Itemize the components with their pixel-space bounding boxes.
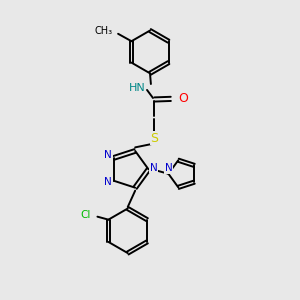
Text: O: O <box>178 92 188 105</box>
Text: N: N <box>165 164 172 173</box>
Text: N: N <box>104 150 112 160</box>
Text: Cl: Cl <box>80 210 91 220</box>
Text: N: N <box>104 177 112 187</box>
Text: HN: HN <box>129 82 146 93</box>
Text: CH₃: CH₃ <box>94 26 112 36</box>
Text: S: S <box>151 132 158 145</box>
Text: N: N <box>150 163 158 173</box>
